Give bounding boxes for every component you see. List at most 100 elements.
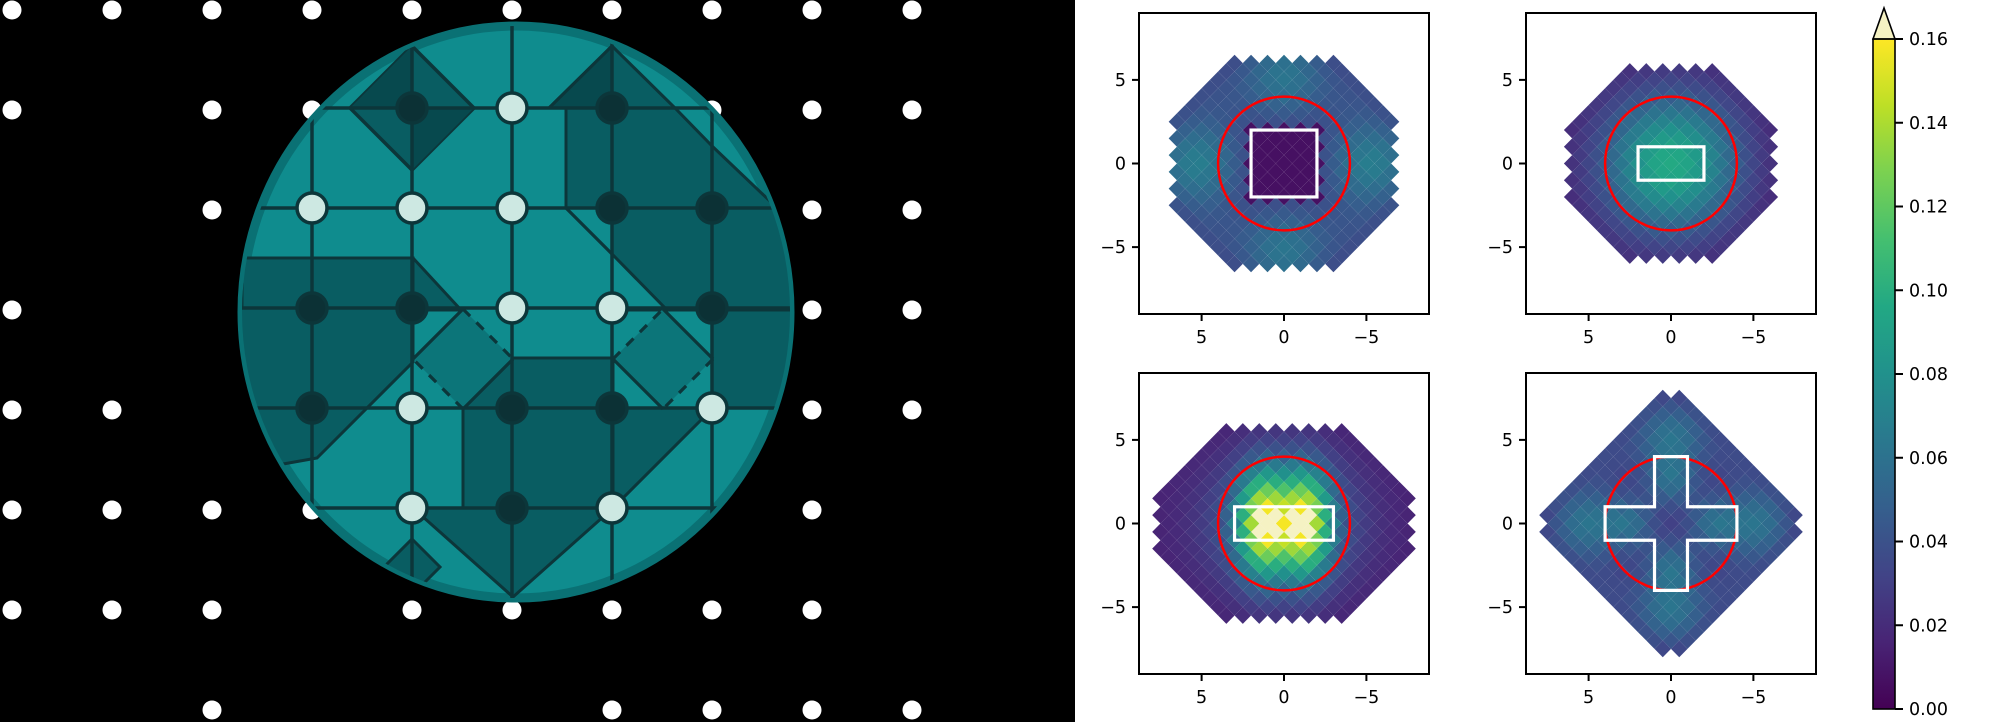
white-dot (502, 0, 522, 20)
white-dot (102, 500, 122, 520)
colorbar-tick-label: 0.08 (1909, 365, 1948, 385)
heatmap-bottom-left: 5 0 −5 5 0 −5 (1100, 372, 1430, 708)
colorbar-tick-label: 0.14 (1909, 114, 1948, 134)
white-dot (202, 200, 222, 220)
y-tick-label: 5 (1502, 71, 1513, 91)
axes-ticks: 5 0 −5 5 0 −5 (1487, 71, 1766, 348)
colorbar-tick-label: 0.02 (1909, 616, 1948, 636)
white-dot (902, 100, 922, 120)
colorbar: 0.16 0.14 0.12 0.10 0.08 0.06 0.04 0.02 0.00 (1871, 5, 1948, 720)
white-dot (2, 600, 22, 620)
diamond-edge (661, 307, 715, 361)
heat-cells (1168, 54, 1400, 273)
node-dark (295, 291, 329, 325)
colorbar-tick-label: 0.00 (1909, 700, 1948, 720)
diamond-edge (661, 357, 715, 411)
white-dot (702, 600, 722, 620)
white-dot (602, 700, 622, 720)
white-dot (702, 0, 722, 20)
diamond-edge (411, 357, 465, 411)
y-tick-label: −5 (1100, 598, 1126, 618)
heatmap-figure: 5 0 −5 5 0 −5 5 0 −5 5 0 −5 5 0 −5 5 0 −5 5 0 −5 5 0 −5 0.16 0.14… (1075, 0, 1999, 722)
node-dark (595, 191, 629, 225)
white-region-overlay (1232, 505, 1336, 542)
white-dot (2, 400, 22, 420)
white-dot (2, 100, 22, 120)
y-tick-label: −5 (1487, 238, 1513, 258)
white-dot (602, 0, 622, 20)
heatmap-top-right: 5 0 −5 5 0 −5 (1487, 12, 1817, 348)
white-dot (202, 500, 222, 520)
white-dot (202, 100, 222, 120)
x-tick-label: 5 (1196, 688, 1207, 708)
white-dot (702, 700, 722, 720)
node-light (495, 191, 529, 225)
white-dot (802, 300, 822, 320)
heatmap-panel: 5 0 −5 5 0 −5 5 0 −5 5 0 −5 5 0 −5 5 0 −5 5 0 −5 5 0 −5 0.16 0.14… (1075, 0, 1999, 722)
white-dot (202, 0, 222, 20)
y-tick-label: 0 (1115, 515, 1126, 535)
white-region-overlay (1636, 145, 1706, 182)
node-light (495, 91, 529, 125)
cross-diamond-quadrant (350, 46, 412, 108)
axes-ticks: 5 0 −5 5 0 −5 (1487, 431, 1766, 708)
white-cross-overlay (1603, 455, 1739, 592)
plaquette (461, 406, 615, 510)
colorbar-tick-label: 0.04 (1909, 533, 1948, 553)
y-tick-label: 0 (1502, 515, 1513, 535)
node-light (395, 191, 429, 225)
white-dot (902, 400, 922, 420)
white-dot (402, 600, 422, 620)
node-dark (495, 491, 529, 525)
diamond-edge (461, 307, 515, 361)
white-dot (802, 100, 822, 120)
white-dot (402, 0, 422, 20)
node-dark (595, 91, 629, 125)
red-circle-overlay (1216, 95, 1352, 232)
node-light (395, 391, 429, 425)
white-dot (102, 400, 122, 420)
node-light (595, 291, 629, 325)
node-light (595, 491, 629, 525)
white-dot (802, 400, 822, 420)
axes-ticks: 5 0 −5 5 0 −5 (1100, 71, 1379, 348)
white-dot (102, 0, 122, 20)
white-dot (302, 0, 322, 20)
white-dot (2, 500, 22, 520)
y-tick-label: −5 (1487, 598, 1513, 618)
x-tick-label: 5 (1583, 328, 1594, 348)
axes-ticks: 5 0 −5 5 0 −5 (1100, 431, 1379, 708)
lattice-panel (2, 0, 922, 720)
y-tick-label: −5 (1100, 238, 1126, 258)
node-dark (295, 391, 329, 425)
heat-cells (1563, 63, 1779, 264)
red-circle-overlay (1216, 455, 1352, 592)
x-tick-label: 0 (1665, 328, 1676, 348)
node-dark (395, 91, 429, 125)
white-dot (502, 600, 522, 620)
white-dot (802, 500, 822, 520)
y-tick-label: 0 (1115, 155, 1126, 175)
x-tick-label: −5 (1353, 328, 1379, 348)
white-dot (202, 700, 222, 720)
x-tick-label: −5 (1740, 328, 1766, 348)
node-dark (595, 391, 629, 425)
node-light (295, 191, 329, 225)
cross-diamond-quadrant (412, 108, 474, 170)
x-tick-label: 0 (1278, 688, 1289, 708)
heatmap-bottom-right: 5 0 −5 5 0 −5 (1487, 372, 1817, 708)
white-dot (2, 0, 22, 20)
white-dot (902, 0, 922, 20)
dot-grid (2, 0, 922, 720)
white-dot (802, 600, 822, 620)
white-dot (902, 300, 922, 320)
colorbar-tick-label: 0.06 (1909, 449, 1948, 469)
y-tick-label: 5 (1115, 71, 1126, 91)
node-dark (395, 291, 429, 325)
white-dot (802, 200, 822, 220)
node-light (695, 391, 729, 425)
diamond-edge (461, 357, 515, 411)
y-tick-label: 5 (1502, 431, 1513, 451)
y-tick-label: 5 (1115, 431, 1126, 451)
